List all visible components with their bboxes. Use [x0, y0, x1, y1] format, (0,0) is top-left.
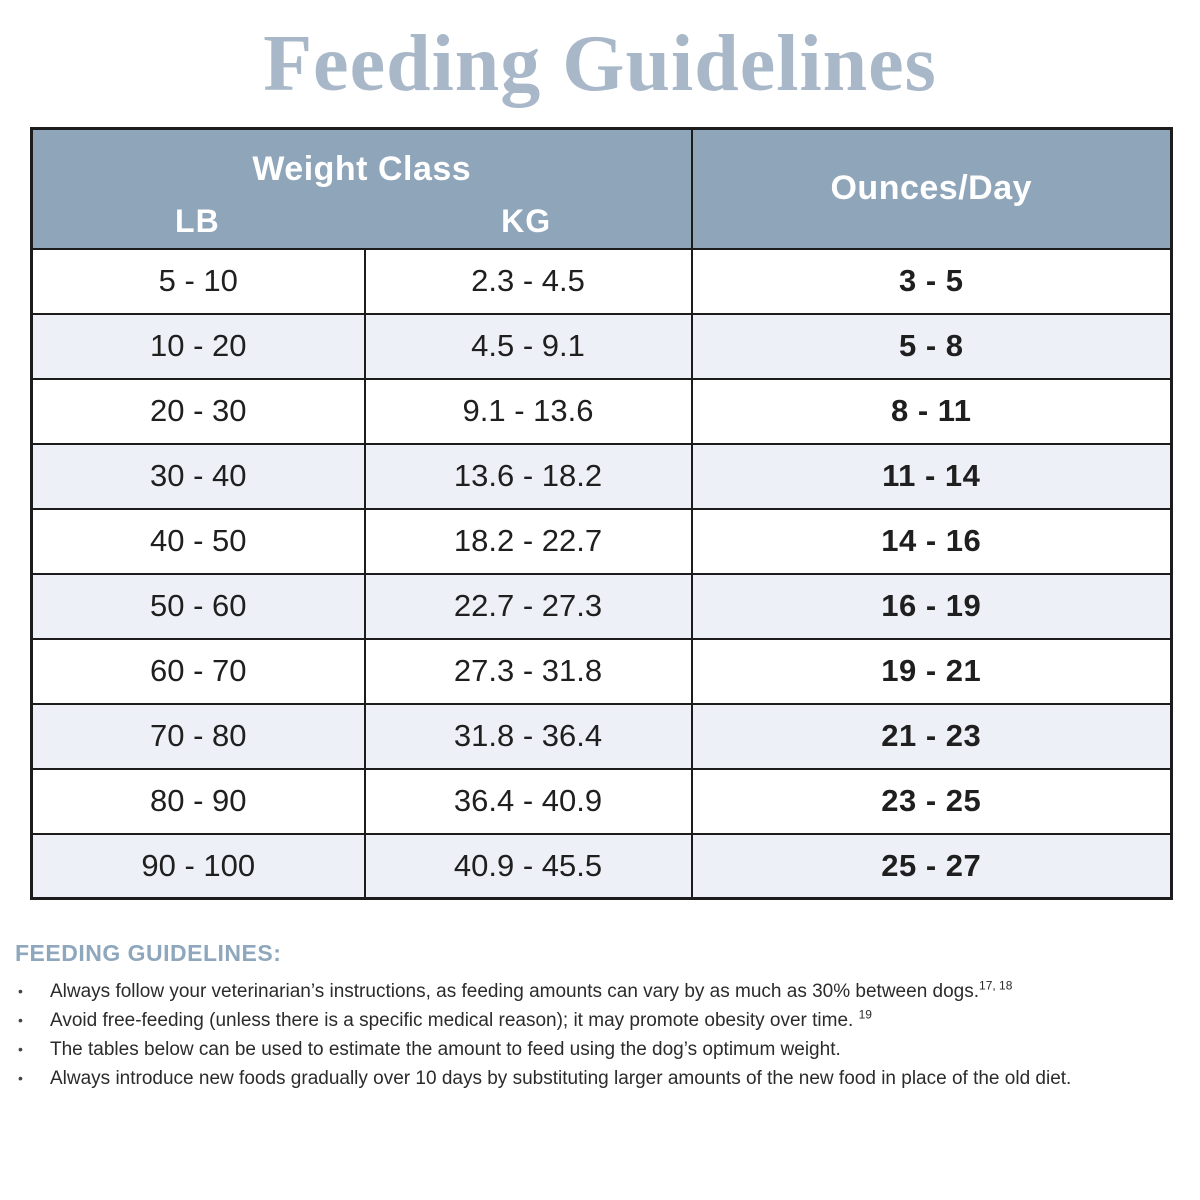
kg-cell: 4.5 - 9.1 — [363, 312, 693, 380]
table-body: 5 - 10 2.3 - 4.5 3 - 5 10 - 20 4.5 - 9.1 5 - … — [30, 247, 1173, 900]
bullet-text: Avoid free-feeding (unless there is a sp… — [50, 1007, 872, 1031]
bullet-text: The tables below can be used to estimate… — [50, 1039, 841, 1060]
lb-cell: 5 - 10 — [30, 247, 366, 315]
lb-cell: 80 - 90 — [30, 767, 366, 835]
kg-cell: 13.6 - 18.2 — [363, 442, 693, 510]
bullet-icon: • — [18, 1070, 23, 1086]
oz-cell: 19 - 21 — [690, 637, 1173, 705]
notes-list: • Always follow your veterinarian’s instr… — [15, 977, 1185, 1093]
oz-cell: 21 - 23 — [690, 702, 1173, 770]
oz-cell: 25 - 27 — [690, 832, 1173, 900]
ounces-day-header-cell: Ounces/Day — [690, 127, 1173, 250]
table-row: 90 - 100 40.9 - 45.5 25 - 27 — [30, 832, 1173, 900]
bullet-text: Always introduce new foods gradually ove… — [50, 1068, 1072, 1089]
table-row: 10 - 20 4.5 - 9.1 5 - 8 — [30, 312, 1173, 380]
bullet-text: Always follow your veterinarian’s instru… — [50, 978, 1013, 1002]
lb-column-label: LB — [175, 203, 220, 239]
table-row: 50 - 60 22.7 - 27.3 16 - 19 — [30, 572, 1173, 640]
table-header-row: Weight Class LB KG Ounces/Day — [30, 127, 1173, 250]
bullet-icon: • — [18, 1012, 23, 1028]
oz-cell: 11 - 14 — [690, 442, 1173, 510]
kg-cell: 31.8 - 36.4 — [363, 702, 693, 770]
oz-cell: 5 - 8 — [690, 312, 1173, 380]
kg-cell: 9.1 - 13.6 — [363, 377, 693, 445]
weight-class-label: Weight Class — [252, 150, 472, 188]
lb-cell: 10 - 20 — [30, 312, 366, 380]
footnote-reference: 19 — [858, 1007, 872, 1022]
oz-cell: 23 - 25 — [690, 767, 1173, 835]
lb-cell: 90 - 100 — [30, 832, 366, 900]
lb-cell: 30 - 40 — [30, 442, 366, 510]
table-row: 20 - 30 9.1 - 13.6 8 - 11 — [30, 377, 1173, 445]
kg-cell: 40.9 - 45.5 — [363, 832, 693, 900]
lb-cell: 50 - 60 — [30, 572, 366, 640]
lb-cell: 20 - 30 — [30, 377, 366, 445]
table-row: 5 - 10 2.3 - 4.5 3 - 5 — [30, 247, 1173, 315]
lb-cell: 60 - 70 — [30, 637, 366, 705]
table-row: 60 - 70 27.3 - 31.8 19 - 21 — [30, 637, 1173, 705]
kg-cell: 27.3 - 31.8 — [363, 637, 693, 705]
list-item: • Always introduce new foods gradually ov… — [15, 1064, 1185, 1093]
notes-heading: FEEDING GUIDELINES: — [15, 940, 282, 966]
list-item: • The tables below can be used to estimat… — [15, 1035, 1185, 1064]
oz-cell: 16 - 19 — [690, 572, 1173, 640]
oz-cell: 14 - 16 — [690, 507, 1173, 575]
feeding-guidelines-table: Weight Class LB KG Ounces/Day 5 - 10 2.3 … — [30, 127, 1173, 900]
weight-class-header-cell: Weight Class LB KG — [30, 127, 693, 250]
kg-column-label: KG — [501, 203, 552, 239]
list-item: • Avoid free-feeding (unless there is a s… — [15, 1006, 1185, 1035]
kg-cell: 36.4 - 40.9 — [363, 767, 693, 835]
oz-cell: 8 - 11 — [690, 377, 1173, 445]
notes-section: FEEDING GUIDELINES: • Always follow your … — [15, 940, 1185, 1093]
bullet-icon: • — [18, 983, 23, 999]
lb-cell: 40 - 50 — [30, 507, 366, 575]
list-item: • Always follow your veterinarian’s instr… — [15, 977, 1185, 1006]
kg-cell: 2.3 - 4.5 — [363, 247, 693, 315]
unit-labels-row: LB KG — [33, 203, 691, 240]
table-row: 80 - 90 36.4 - 40.9 23 - 25 — [30, 767, 1173, 835]
lb-cell: 70 - 80 — [30, 702, 366, 770]
page-title: Feeding Guidelines — [263, 20, 937, 108]
table-row: 70 - 80 31.8 - 36.4 21 - 23 — [30, 702, 1173, 770]
table-row: 30 - 40 13.6 - 18.2 11 - 14 — [30, 442, 1173, 510]
oz-cell: 3 - 5 — [690, 247, 1173, 315]
bullet-icon: • — [18, 1041, 23, 1057]
table-row: 40 - 50 18.2 - 22.7 14 - 16 — [30, 507, 1173, 575]
kg-cell: 22.7 - 27.3 — [363, 572, 693, 640]
kg-cell: 18.2 - 22.7 — [363, 507, 693, 575]
footnote-reference: 17, 18 — [979, 978, 1013, 993]
